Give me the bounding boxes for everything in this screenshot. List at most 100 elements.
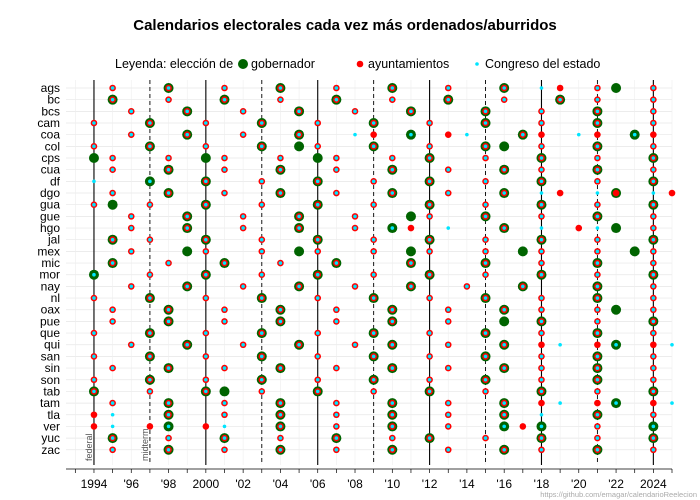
con-sin-1995 xyxy=(110,366,115,370)
legend-prefix: Leyenda: elección de xyxy=(115,57,233,71)
con-ags-2024 xyxy=(651,86,656,90)
con-que-2018 xyxy=(539,331,544,335)
con-ags-2004 xyxy=(278,86,283,90)
gov-mex-1999 xyxy=(182,246,193,257)
ayu-tam-2021 xyxy=(594,399,601,407)
legend: Leyenda: elección de gobernador ayuntamie… xyxy=(115,57,600,71)
gov-mex-2011 xyxy=(405,246,416,257)
con-cps-2001 xyxy=(222,156,227,160)
con-gua-2024 xyxy=(651,202,656,207)
con-son-2021 xyxy=(595,377,600,382)
con-col-2024 xyxy=(651,144,656,149)
con-yuc-2018 xyxy=(539,436,544,440)
ayu-tla-1994 xyxy=(90,411,98,419)
con-col-2003 xyxy=(259,144,264,149)
con-mic-2015 xyxy=(483,261,488,265)
con-pue-1995 xyxy=(110,319,115,324)
con-san-2006 xyxy=(315,354,320,359)
con-cua-2021 xyxy=(595,167,600,172)
con-gua-2009 xyxy=(371,202,376,207)
con-bcs-1996 xyxy=(129,109,134,114)
con-col-2021 xyxy=(595,144,600,149)
con-son-1994 xyxy=(92,377,96,382)
ayu-coa-2009 xyxy=(370,131,377,138)
con-mic-2007 xyxy=(334,261,339,265)
con-ver-2024 xyxy=(651,424,656,429)
con-tab-2000 xyxy=(204,389,208,394)
con-hgo-1996 xyxy=(129,226,134,230)
con-cam-1997 xyxy=(148,121,152,125)
con-pue-2024 xyxy=(651,319,656,324)
con-dgo-2001 xyxy=(222,191,227,195)
gov-tab-2001 xyxy=(219,386,230,397)
state-label-mor: mor xyxy=(39,268,60,282)
con-que-2012 xyxy=(427,331,432,335)
con-mex-2021 xyxy=(595,249,600,254)
ayu-tam-2024 xyxy=(650,399,657,407)
con-pue-2004 xyxy=(278,319,283,324)
year-axis: 1994 '96 '98 2000 '02 '04 '06 '08 '10 '12 '14 '16 '1… xyxy=(66,468,673,491)
ayu-qui-2018 xyxy=(538,341,545,349)
con-tam-2007 xyxy=(334,401,339,405)
con-sin-2001 xyxy=(222,366,227,370)
con-hgo-2016 xyxy=(502,226,506,230)
con-mic-2011 xyxy=(409,261,413,265)
con-son-2015 xyxy=(483,377,488,382)
con-mor-2006 xyxy=(315,272,320,277)
state-label-son: son xyxy=(41,373,60,387)
con-ver-2004 xyxy=(278,424,283,429)
con-dgo-2004 xyxy=(278,191,283,195)
con-que-2003 xyxy=(259,331,264,335)
con-sin-2021 xyxy=(595,366,600,370)
plot-grid xyxy=(66,80,673,465)
con-nay-2014 xyxy=(465,284,469,289)
con-gue-1996 xyxy=(129,214,134,219)
con-df-2018 xyxy=(539,179,544,184)
con-cps-2018 xyxy=(539,156,544,160)
con-cua-2007 xyxy=(334,167,339,172)
legend-label-con: Congreso del estado xyxy=(485,57,600,71)
ayu-coa-2024 xyxy=(650,131,657,138)
con-df-2006 xyxy=(315,179,320,184)
con-dgo-2024 xyxy=(651,191,656,195)
con-bcs-2021 xyxy=(595,109,600,114)
con-jal-2021 xyxy=(595,237,600,242)
con-qui-1999 xyxy=(185,342,189,347)
con-bc-1995 xyxy=(110,97,115,102)
ayu-ags-2019 xyxy=(556,84,564,92)
con-qui-1996 xyxy=(129,342,134,347)
con-ver-1998 xyxy=(166,424,171,429)
con-son-2006 xyxy=(315,377,320,382)
ayu-tam-2018 xyxy=(538,399,545,407)
state-label-ags: ags xyxy=(41,81,60,95)
con-yuc-2007 xyxy=(334,436,339,440)
con-cua-1995 xyxy=(110,167,115,172)
con-df-2009 xyxy=(371,179,376,184)
con-sin-2007 xyxy=(334,366,339,370)
con-sin-2010 xyxy=(390,366,395,370)
con-tab-2015 xyxy=(483,389,488,394)
con-nl-1994 xyxy=(92,296,96,300)
state-label-qui: qui xyxy=(44,338,60,352)
con-que-1997 xyxy=(148,331,152,335)
con-nay-2011 xyxy=(409,284,413,289)
con-tab-2024 xyxy=(651,389,656,394)
con-mic-2024 xyxy=(651,261,656,265)
con-tam-2019 xyxy=(558,401,562,405)
con-san-2009 xyxy=(371,354,376,359)
con-hgo-2024 xyxy=(651,226,656,230)
con-tam-2010 xyxy=(390,401,395,405)
con-nl-2015 xyxy=(483,296,488,300)
con-gue-2008 xyxy=(353,214,357,219)
state-label-tam: tam xyxy=(40,396,60,410)
con-gue-2005 xyxy=(297,214,301,219)
con-cam-2000 xyxy=(204,121,208,125)
con-san-2024 xyxy=(651,354,656,359)
con-zac-1998 xyxy=(166,447,171,452)
state-label-tla: tla xyxy=(47,408,60,422)
state-label-cps: cps xyxy=(41,151,60,165)
con-mex-2018 xyxy=(539,249,544,254)
con-bcs-2005 xyxy=(297,109,301,114)
con-tam-2001 xyxy=(222,401,227,405)
